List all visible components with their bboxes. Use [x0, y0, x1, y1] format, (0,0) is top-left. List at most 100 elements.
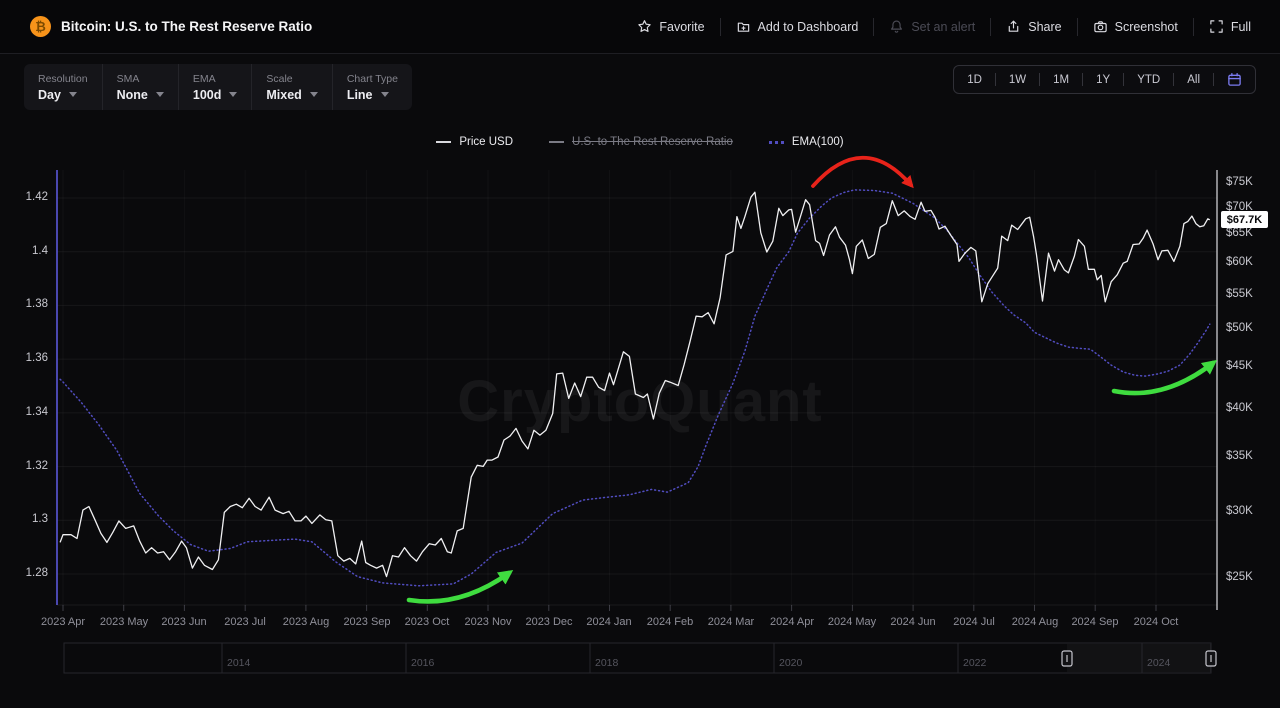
- fullscreen-label: Full: [1230, 19, 1251, 34]
- title-wrap: ₿ Bitcoin: U.S. to The Rest Reserve Rati…: [30, 16, 312, 37]
- annotation-arrow: [1111, 359, 1218, 396]
- add-to-dashboard-button[interactable]: Add to Dashboard: [721, 19, 874, 34]
- right-axis-tick-label: $65K: [1226, 227, 1253, 239]
- ema-value: 100d: [192, 87, 222, 102]
- range-1w-button[interactable]: 1W: [996, 66, 1039, 93]
- ema-dropdown[interactable]: EMA 100d: [177, 64, 252, 110]
- scale-dropdown[interactable]: Scale Mixed: [251, 64, 331, 110]
- legend-item-reserve-ratio[interactable]: U.S. to The Rest Reserve Ratio: [549, 136, 733, 148]
- range-divider: [1082, 73, 1084, 86]
- left-axis-tick-label: 1.42: [25, 191, 48, 203]
- range-all-button[interactable]: All: [1174, 66, 1213, 93]
- x-axis-tick-label: 2023 Sep: [343, 616, 391, 628]
- navigator-selected-range[interactable]: [1067, 644, 1211, 672]
- right-axis-tick-label: $40K: [1226, 402, 1253, 414]
- price-line-swatch: [436, 141, 452, 143]
- fullscreen-button[interactable]: Full: [1194, 19, 1266, 34]
- range-1y-button[interactable]: 1Y: [1083, 66, 1123, 93]
- navigator-handle-right[interactable]: [1205, 650, 1217, 667]
- resolution-value: Day: [38, 87, 61, 102]
- left-axis-tick-label: 1.4: [32, 245, 48, 257]
- annotation-arrow: [811, 155, 914, 189]
- header-divider: [873, 17, 875, 36]
- resolution-dropdown[interactable]: Resolution Day: [24, 64, 102, 110]
- range-divider: [1123, 73, 1125, 86]
- share-button[interactable]: Share: [991, 19, 1076, 34]
- annotation-arrow: [406, 570, 514, 604]
- camera-icon: [1093, 21, 1107, 33]
- range-1m-button[interactable]: 1M: [1040, 66, 1082, 93]
- x-axis-tick-label: 2024 Jun: [890, 616, 936, 628]
- chart-type-dropdown[interactable]: Chart Type Line: [331, 64, 412, 110]
- range-ytd-button[interactable]: YTD: [1124, 66, 1173, 93]
- ema-line-swatch: [768, 140, 784, 144]
- page-title: Bitcoin: U.S. to The Rest Reserve Ratio: [61, 19, 313, 34]
- x-axis-tick-label: 2023 Oct: [404, 616, 450, 628]
- header-divider: [719, 17, 721, 36]
- screenshot-label: Screenshot: [1114, 19, 1178, 34]
- navigator-year-label: 2018: [595, 657, 619, 669]
- set-alert-button[interactable]: Set an alert: [874, 19, 990, 34]
- navigator-year-label: 2024: [1147, 657, 1171, 669]
- header-divider: [1076, 17, 1078, 36]
- x-axis-tick-label: 2023 Nov: [464, 616, 512, 628]
- last-price-badge: $67.7K: [1221, 211, 1268, 228]
- scale-label: Scale: [266, 72, 293, 85]
- folder-plus-icon: [737, 22, 749, 32]
- indicator-controls-panel: Resolution Day SMA None EMA 100d Scale M…: [24, 64, 412, 110]
- right-axis-tick-label: $50K: [1226, 322, 1253, 334]
- calendar-button[interactable]: [1214, 66, 1255, 93]
- favorite-button[interactable]: Favorite: [622, 19, 719, 34]
- right-axis-tick-label: $30K: [1226, 505, 1253, 517]
- x-axis-tick-label: 2024 Jan: [586, 616, 632, 628]
- x-axis-tick-label: 2024 Aug: [1011, 616, 1059, 628]
- x-axis-tick-label: 2024 Mar: [707, 616, 755, 628]
- navigator-year-label: 2020: [779, 657, 803, 669]
- screenshot-button[interactable]: Screenshot: [1078, 19, 1193, 34]
- star-icon: [638, 20, 652, 32]
- left-axis-tick-label: 1.32: [25, 460, 48, 472]
- x-axis-tick-label: 2023 Dec: [525, 616, 573, 628]
- header-actions: Favorite Add to Dashboard Set an alert S…: [622, 17, 1266, 36]
- legend-label: EMA(100): [791, 136, 844, 148]
- price-line: [59, 191, 1211, 578]
- right-axis-tick-label: $75K: [1226, 176, 1253, 188]
- set-alert-label: Set an alert: [911, 19, 976, 34]
- sma-value: None: [116, 87, 148, 102]
- x-axis-tick-label: 2024 Jul: [953, 616, 995, 628]
- resolution-label: Resolution: [38, 72, 88, 85]
- legend-item-price-usd[interactable]: Price USD: [436, 136, 513, 148]
- left-axis-tick-label: 1.36: [25, 352, 48, 364]
- bell-icon: [891, 20, 903, 33]
- right-axis-tick-label: $55K: [1226, 288, 1253, 300]
- x-axis-tick-label: 2023 Aug: [282, 616, 330, 628]
- header-divider: [1192, 17, 1194, 36]
- favorite-label: Favorite: [659, 19, 705, 34]
- x-axis-tick-label: 2024 Apr: [769, 616, 815, 628]
- chevron-down-icon: [155, 92, 164, 97]
- sma-dropdown[interactable]: SMA None: [101, 64, 178, 110]
- range-divider: [1173, 73, 1175, 86]
- x-axis-tick-label: 2023 May: [99, 616, 149, 628]
- chart-header: ₿ Bitcoin: U.S. to The Rest Reserve Rati…: [0, 0, 1280, 54]
- x-axis-tick-label: 2024 Feb: [646, 616, 694, 628]
- left-axis-tick-label: 1.3: [32, 513, 48, 525]
- right-axis-tick-label: $35K: [1226, 450, 1253, 462]
- legend-item-ema[interactable]: EMA(100): [768, 136, 844, 148]
- x-axis-tick-label: 2023 Jul: [224, 616, 266, 628]
- x-axis-tick-label: 2024 Sep: [1071, 616, 1119, 628]
- right-axis-tick-label: $60K: [1226, 256, 1253, 268]
- x-axis-tick-label: 2024 Oct: [1133, 616, 1179, 628]
- share-icon: [1008, 20, 1019, 32]
- ema-line: [59, 189, 1211, 587]
- range-1d-button[interactable]: 1D: [954, 66, 995, 93]
- header-divider: [990, 17, 992, 36]
- right-axis-tick-label: $70K: [1226, 201, 1253, 213]
- x-axis-tick-label: 2023 Jun: [161, 616, 207, 628]
- chart-type-label: Chart Type: [346, 72, 398, 85]
- navigator-handle-left[interactable]: [1061, 650, 1073, 667]
- range-divider: [994, 73, 996, 86]
- ema-label: EMA: [192, 72, 216, 85]
